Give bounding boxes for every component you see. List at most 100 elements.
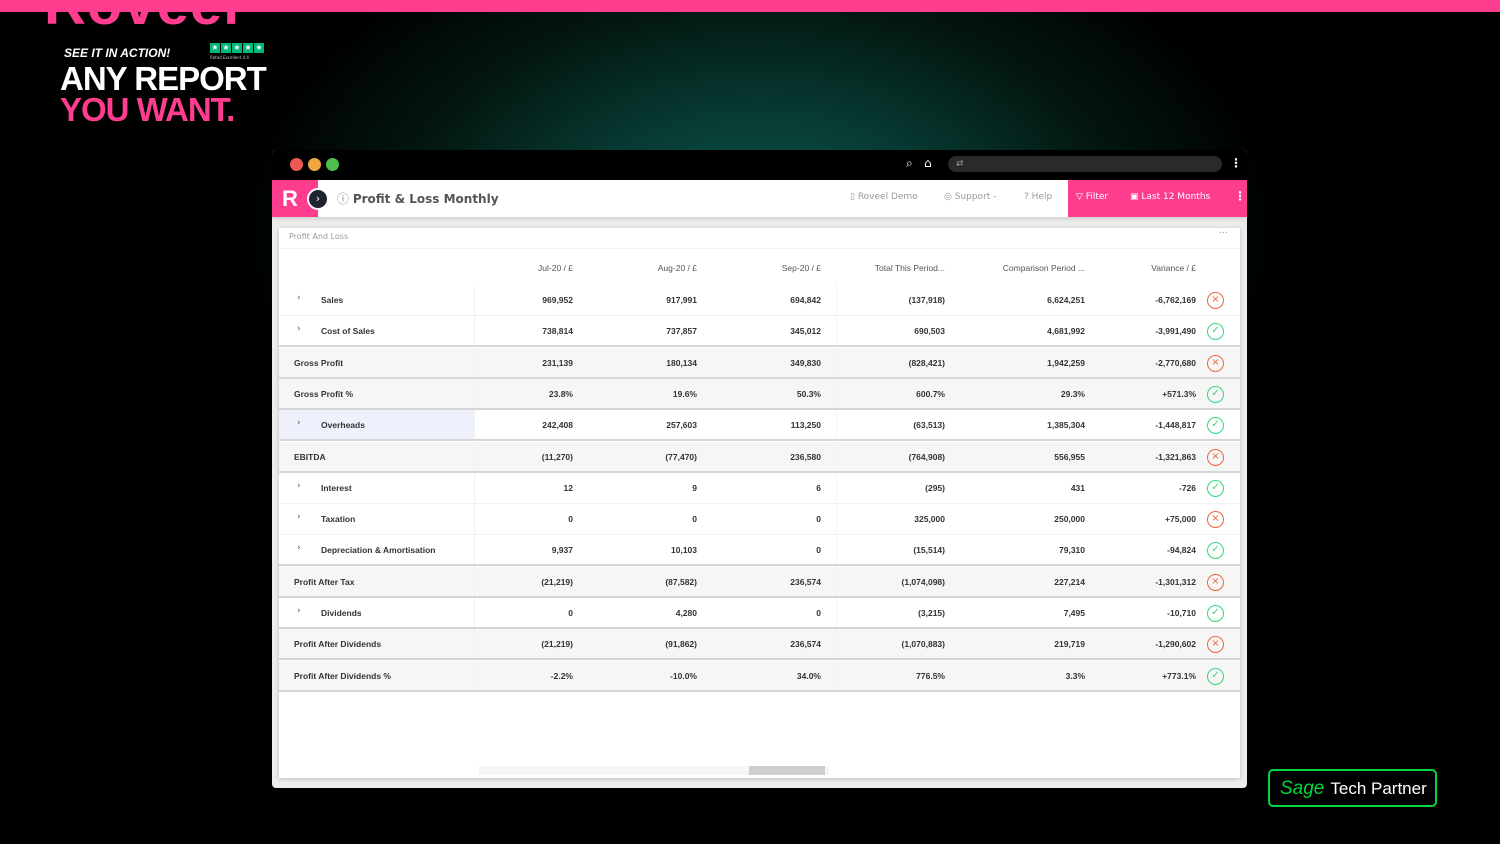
filter-icon: ▽ xyxy=(1076,192,1083,202)
row-label: EBITDA xyxy=(294,451,326,462)
row-label: Overheads xyxy=(321,420,365,431)
card-menu-icon[interactable]: ··· xyxy=(1218,228,1228,239)
minimize-window-button[interactable] xyxy=(308,158,321,171)
table-row[interactable]: Profit After Dividends (21,219) (91,862) 23… xyxy=(279,629,1240,661)
check-circle-icon: ✓ xyxy=(1207,605,1224,622)
table-row[interactable]: EBITDA (11,270) (77,470) 236,580 (764,908) 55… xyxy=(279,441,1240,473)
column-divider xyxy=(474,441,475,471)
company-selector[interactable]: ▯ Roveel Demo xyxy=(850,192,918,202)
cell-value: (21,219) xyxy=(541,576,573,587)
table-row[interactable]: › Cost of Sales 738,814 737,857 345,012 690,5… xyxy=(279,316,1240,348)
tagline: SEE IT IN ACTION! xyxy=(64,46,171,60)
cell-value: 242,408 xyxy=(542,420,573,431)
table-row[interactable]: Gross Profit % 23.8% 19.6% 50.3% 600.7% 29.3%… xyxy=(279,378,1240,410)
x-circle-icon: × xyxy=(1207,354,1224,372)
table-row[interactable]: › Dividends 0 4,280 0 (3,215) 7,495 -10,710 ✓ xyxy=(279,598,1240,629)
browser-window: ⌕ ⌂ ⇄ ⋮ R › ⓘ Profit & Loss Monthly ▯ Ro… xyxy=(272,150,1247,788)
support-menu[interactable]: ◎ Support - xyxy=(944,192,996,202)
close-window-button[interactable] xyxy=(290,158,303,171)
column-divider xyxy=(474,504,475,535)
column-divider xyxy=(836,629,837,659)
table-row[interactable]: › Sales 969,952 917,991 694,842 (137,918) 6,62… xyxy=(279,285,1240,316)
cell-value: 19.6% xyxy=(672,388,697,399)
column-header[interactable]: Sep-20 / £ xyxy=(781,263,821,273)
column-divider xyxy=(474,316,475,346)
expand-row-chevron-icon[interactable]: › xyxy=(297,480,301,491)
cell-value: -10.0% xyxy=(670,670,697,681)
help-link[interactable]: ? Help xyxy=(1024,192,1052,202)
info-icon[interactable]: ⓘ xyxy=(337,192,353,206)
cell-value: 113,250 xyxy=(790,420,821,431)
check-circle-icon: ✓ xyxy=(1207,667,1224,685)
cell-value: (77,470) xyxy=(665,451,697,462)
cell-value: 776.5% xyxy=(916,670,945,681)
table-row[interactable]: › Depreciation & Amortisation 9,937 10,103 0… xyxy=(279,535,1240,567)
cell-value: 236,574 xyxy=(790,639,821,650)
expand-row-chevron-icon[interactable]: › xyxy=(297,606,301,616)
expand-row-chevron-icon[interactable]: › xyxy=(297,512,301,523)
filter-label: Filter xyxy=(1085,192,1109,202)
cell-value: (1,070,883) xyxy=(901,639,945,650)
expand-sidebar-button[interactable]: › xyxy=(307,188,329,210)
cell-value: +773.1% xyxy=(1162,670,1196,681)
expand-row-chevron-icon[interactable]: › xyxy=(297,418,301,429)
column-divider xyxy=(836,598,837,627)
cell-value: 79,310 xyxy=(1059,545,1085,556)
address-bar[interactable]: ⇄ xyxy=(948,156,1222,172)
cell-value: 236,574 xyxy=(790,576,821,587)
column-header[interactable]: Total This Period... xyxy=(874,263,945,273)
row-label: Taxation xyxy=(321,514,356,525)
column-divider xyxy=(836,410,837,440)
search-icon[interactable]: ⌕ xyxy=(906,156,913,170)
table-row[interactable]: › Interest 12 9 6 (295) 431 -726 ✓ xyxy=(279,472,1240,504)
column-header[interactable]: Comparison Period ... xyxy=(1002,263,1085,273)
cell-value: 250,000 xyxy=(1054,514,1085,525)
scrollbar-thumb[interactable] xyxy=(749,766,825,775)
table-row[interactable]: › Overheads 242,408 257,603 113,250 (63,513) 1… xyxy=(279,410,1240,442)
cell-value: -3,991,490 xyxy=(1155,326,1196,337)
cell-value: 917,991 xyxy=(666,295,697,305)
cell-value: (1,074,098) xyxy=(901,576,945,587)
cell-value: 6,624,251 xyxy=(1047,295,1085,305)
table-row[interactable]: › Taxation 0 0 0 325,000 250,000 +75,000 × xyxy=(279,504,1240,536)
cell-value: 9 xyxy=(692,482,697,493)
table-row[interactable]: Profit After Tax (21,219) (87,582) 236,574 (… xyxy=(279,566,1240,598)
filter-button[interactable]: ▽ Filter xyxy=(1076,192,1108,202)
page-title: ⓘ Profit & Loss Monthly xyxy=(337,190,499,207)
app-header: R › ⓘ Profit & Loss Monthly ▯ Roveel Dem… xyxy=(272,180,1247,217)
sage-partner-badge: Sage Tech Partner xyxy=(1268,769,1437,807)
cell-value: 29.3% xyxy=(1060,388,1085,399)
cell-value: 737,857 xyxy=(666,326,697,337)
maximize-window-button[interactable] xyxy=(326,158,339,171)
cell-value: (11,270) xyxy=(541,451,573,462)
expand-row-chevron-icon[interactable]: › xyxy=(297,324,301,335)
column-header[interactable]: Aug-20 / £ xyxy=(657,263,697,273)
expand-row-chevron-icon[interactable]: › xyxy=(297,543,301,554)
cell-value: +571.3% xyxy=(1162,388,1196,399)
column-divider xyxy=(474,472,475,503)
cell-value: 690,503 xyxy=(914,326,945,337)
cell-value: 431 xyxy=(1070,482,1085,493)
home-icon[interactable]: ⌂ xyxy=(924,156,932,170)
column-divider xyxy=(474,378,475,408)
column-header[interactable]: Variance / £ xyxy=(1151,263,1196,273)
cell-value: 969,952 xyxy=(542,295,573,305)
browser-menu-icon[interactable]: ⋮ xyxy=(1230,156,1242,170)
cell-value: (63,513) xyxy=(913,420,945,431)
table-header: Jul-20 / £ Aug-20 / £ Sep-20 / £ Total This… xyxy=(279,248,1240,285)
cell-value: -94,824 xyxy=(1167,545,1196,556)
star-icon: ★ xyxy=(254,43,264,53)
horizontal-scrollbar[interactable] xyxy=(479,766,829,775)
cell-value: (137,918) xyxy=(908,295,945,305)
cell-value: 257,603 xyxy=(666,420,697,431)
column-divider xyxy=(474,566,475,596)
column-header[interactable]: Jul-20 / £ xyxy=(538,263,573,273)
table-row[interactable]: Gross Profit 231,139 180,134 349,830 (828,42… xyxy=(279,347,1240,379)
expand-row-chevron-icon[interactable]: › xyxy=(297,293,301,303)
star-icon: ★ xyxy=(232,43,242,53)
star-icon: ★ xyxy=(210,43,220,53)
more-options-icon[interactable]: ⋮ xyxy=(1234,189,1246,203)
period-selector[interactable]: ▣ Last 12 Months xyxy=(1130,192,1210,202)
help-icon: ? xyxy=(1024,192,1032,202)
table-row[interactable]: Profit After Dividends % -2.2% -10.0% 34.0%… xyxy=(279,660,1240,692)
